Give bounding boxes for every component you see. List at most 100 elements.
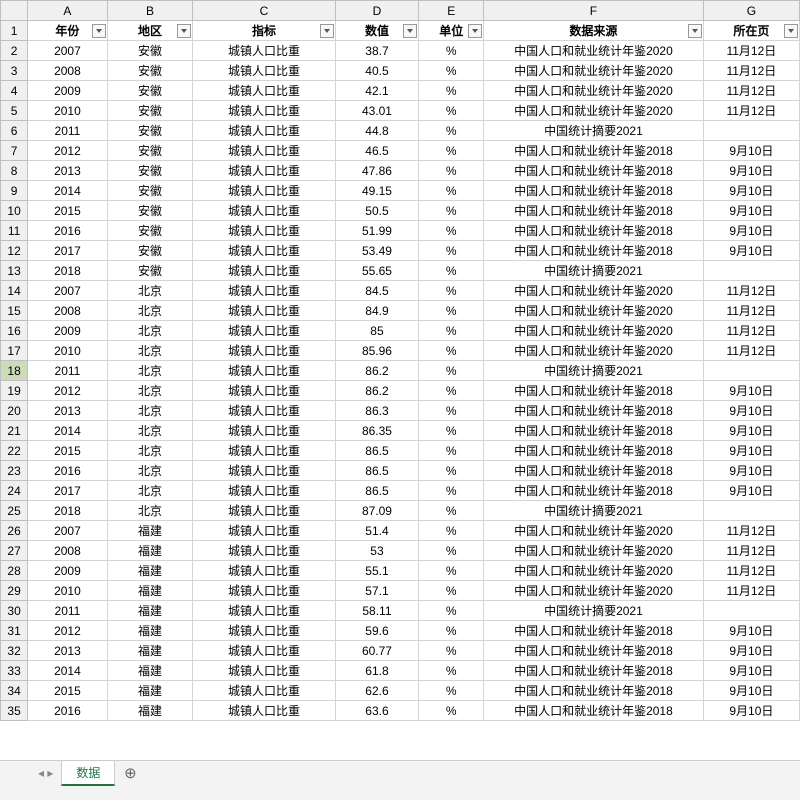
cell[interactable]: % <box>419 221 484 241</box>
cell[interactable]: 中国人口和就业统计年鉴2020 <box>484 101 704 121</box>
cell[interactable]: 城镇人口比重 <box>193 141 335 161</box>
cell[interactable] <box>703 121 799 141</box>
cell[interactable]: 中国人口和就业统计年鉴2018 <box>484 421 704 441</box>
cell[interactable]: 城镇人口比重 <box>193 281 335 301</box>
table-row[interactable]: 182011北京城镇人口比重86.2%中国统计摘要2021 <box>1 361 800 381</box>
cell[interactable]: 北京 <box>107 281 193 301</box>
cell[interactable]: 2007 <box>28 521 107 541</box>
cell[interactable]: 北京 <box>107 381 193 401</box>
row-header[interactable]: 11 <box>1 221 28 241</box>
cell[interactable]: 北京 <box>107 321 193 341</box>
spreadsheet-grid[interactable]: A B C D E F G 1 年份 地区 指标 数值 单位 数据来源 所在页 … <box>0 0 800 760</box>
cell[interactable]: 中国人口和就业统计年鉴2020 <box>484 521 704 541</box>
row-header[interactable]: 24 <box>1 481 28 501</box>
cell[interactable]: 城镇人口比重 <box>193 421 335 441</box>
row-header[interactable]: 4 <box>1 81 28 101</box>
header-page[interactable]: 所在页 <box>703 21 799 41</box>
col-header-F[interactable]: F <box>484 1 704 21</box>
cell[interactable]: 2007 <box>28 41 107 61</box>
cell[interactable]: 2010 <box>28 101 107 121</box>
cell[interactable]: 中国人口和就业统计年鉴2018 <box>484 381 704 401</box>
cell[interactable]: 11月12日 <box>703 541 799 561</box>
cell[interactable]: % <box>419 401 484 421</box>
cell[interactable]: 北京 <box>107 481 193 501</box>
cell[interactable]: 86.2 <box>335 381 419 401</box>
cell[interactable]: 城镇人口比重 <box>193 581 335 601</box>
cell[interactable]: 9月10日 <box>703 661 799 681</box>
cell[interactable]: 中国人口和就业统计年鉴2018 <box>484 701 704 721</box>
row-header[interactable]: 31 <box>1 621 28 641</box>
cell[interactable]: 2015 <box>28 681 107 701</box>
cell[interactable]: 安徽 <box>107 161 193 181</box>
table-row[interactable]: 312012福建城镇人口比重59.6%中国人口和就业统计年鉴20189月10日 <box>1 621 800 641</box>
cell[interactable]: 9月10日 <box>703 401 799 421</box>
cell[interactable]: 城镇人口比重 <box>193 261 335 281</box>
table-row[interactable]: 152008北京城镇人口比重84.9%中国人口和就业统计年鉴202011月12日 <box>1 301 800 321</box>
cell[interactable]: 57.1 <box>335 581 419 601</box>
cell[interactable]: 北京 <box>107 301 193 321</box>
cell[interactable]: 2008 <box>28 301 107 321</box>
cell[interactable]: 2013 <box>28 161 107 181</box>
table-row[interactable]: 112016安徽城镇人口比重51.99%中国人口和就业统计年鉴20189月10日 <box>1 221 800 241</box>
cell[interactable]: 2013 <box>28 641 107 661</box>
cell[interactable]: 38.7 <box>335 41 419 61</box>
row-header[interactable]: 17 <box>1 341 28 361</box>
cell[interactable]: 2014 <box>28 181 107 201</box>
cell[interactable]: 60.77 <box>335 641 419 661</box>
cell[interactable]: 2016 <box>28 701 107 721</box>
cell[interactable]: 城镇人口比重 <box>193 181 335 201</box>
cell[interactable]: 城镇人口比重 <box>193 341 335 361</box>
cell[interactable]: 9月10日 <box>703 141 799 161</box>
cell[interactable]: 50.5 <box>335 201 419 221</box>
cell[interactable]: 中国人口和就业统计年鉴2018 <box>484 201 704 221</box>
cell[interactable]: 86.2 <box>335 361 419 381</box>
cell[interactable]: 北京 <box>107 501 193 521</box>
cell[interactable]: 中国人口和就业统计年鉴2020 <box>484 561 704 581</box>
cell[interactable]: 2017 <box>28 481 107 501</box>
cell[interactable]: 中国人口和就业统计年鉴2020 <box>484 541 704 561</box>
cell[interactable]: 2010 <box>28 581 107 601</box>
cell[interactable]: 城镇人口比重 <box>193 81 335 101</box>
cell[interactable]: % <box>419 161 484 181</box>
cell[interactable]: 2015 <box>28 441 107 461</box>
cell[interactable]: % <box>419 81 484 101</box>
filter-icon[interactable] <box>468 24 482 38</box>
add-sheet-button[interactable]: ⊕ <box>119 762 141 784</box>
cell[interactable]: 中国人口和就业统计年鉴2020 <box>484 301 704 321</box>
row-header[interactable]: 6 <box>1 121 28 141</box>
cell[interactable]: 城镇人口比重 <box>193 41 335 61</box>
cell[interactable]: 44.8 <box>335 121 419 141</box>
cell[interactable]: 84.5 <box>335 281 419 301</box>
table-row[interactable]: 52010安徽城镇人口比重43.01%中国人口和就业统计年鉴202011月12日 <box>1 101 800 121</box>
filter-icon[interactable] <box>92 24 106 38</box>
cell[interactable]: 福建 <box>107 681 193 701</box>
cell[interactable]: 城镇人口比重 <box>193 521 335 541</box>
cell[interactable]: 中国人口和就业统计年鉴2020 <box>484 41 704 61</box>
row-header[interactable]: 27 <box>1 541 28 561</box>
cell[interactable]: 安徽 <box>107 261 193 281</box>
cell[interactable] <box>703 261 799 281</box>
cell[interactable] <box>703 601 799 621</box>
cell[interactable]: 51.99 <box>335 221 419 241</box>
cell[interactable]: % <box>419 241 484 261</box>
cell[interactable]: 11月12日 <box>703 81 799 101</box>
cell[interactable]: 49.15 <box>335 181 419 201</box>
cell[interactable]: 2011 <box>28 601 107 621</box>
cell[interactable]: 11月12日 <box>703 101 799 121</box>
row-header[interactable]: 25 <box>1 501 28 521</box>
table-row[interactable]: 162009北京城镇人口比重85%中国人口和就业统计年鉴202011月12日 <box>1 321 800 341</box>
row-header[interactable]: 32 <box>1 641 28 661</box>
table-row[interactable]: 292010福建城镇人口比重57.1%中国人口和就业统计年鉴202011月12日 <box>1 581 800 601</box>
cell[interactable]: 9月10日 <box>703 181 799 201</box>
cell[interactable]: % <box>419 701 484 721</box>
cell[interactable]: 86.5 <box>335 461 419 481</box>
table-row[interactable]: 212014北京城镇人口比重86.35%中国人口和就业统计年鉴20189月10日 <box>1 421 800 441</box>
cell[interactable]: 中国人口和就业统计年鉴2018 <box>484 161 704 181</box>
table-row[interactable]: 22007安徽城镇人口比重38.7%中国人口和就业统计年鉴202011月12日 <box>1 41 800 61</box>
cell[interactable]: 福建 <box>107 541 193 561</box>
row-header[interactable]: 34 <box>1 681 28 701</box>
table-row[interactable]: 222015北京城镇人口比重86.5%中国人口和就业统计年鉴20189月10日 <box>1 441 800 461</box>
cell[interactable]: 中国人口和就业统计年鉴2018 <box>484 681 704 701</box>
cell[interactable]: 北京 <box>107 441 193 461</box>
cell[interactable]: 城镇人口比重 <box>193 201 335 221</box>
